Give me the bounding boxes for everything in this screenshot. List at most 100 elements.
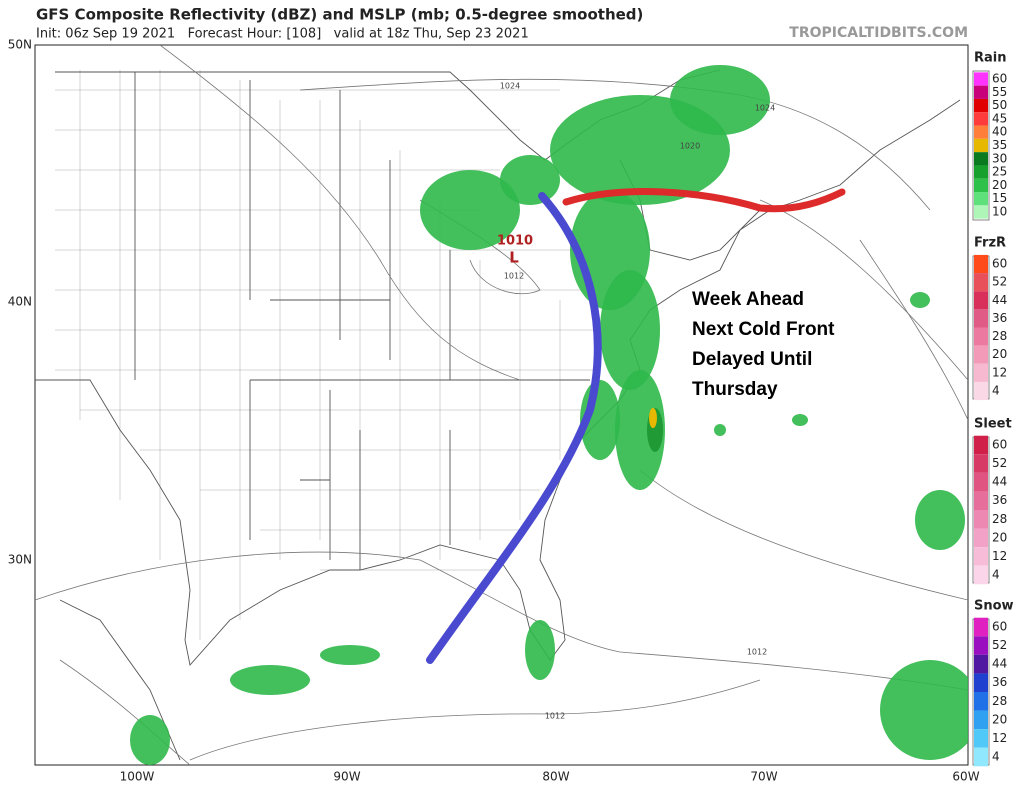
legend-label: 44	[992, 293, 1007, 307]
subtitle: Init: 06z Sep 19 2021 Forecast Hour: [10…	[36, 27, 529, 42]
legend-swatch	[974, 363, 988, 382]
legend-label: 12	[992, 549, 1007, 563]
legend-label: 28	[992, 329, 1007, 343]
low-pressure-marker: L	[509, 249, 519, 267]
legend-swatch	[974, 617, 988, 637]
isobar-label: 1012	[747, 648, 767, 657]
legend-label: 28	[992, 694, 1007, 708]
lon-label: 60W	[952, 770, 979, 784]
legend-label: 36	[992, 675, 1007, 689]
lon-label: 100W	[120, 770, 155, 784]
legend-title: Snow	[974, 599, 1014, 614]
county-lines	[55, 70, 600, 640]
legend-label: 20	[992, 530, 1007, 544]
lat-label: 50N	[8, 38, 32, 52]
legend-title: Rain	[974, 51, 1007, 66]
legend-label: 60	[992, 72, 1007, 86]
legend-label: 52	[992, 638, 1007, 652]
isobar-label: 1024	[755, 104, 775, 113]
legend-swatch	[974, 309, 988, 328]
legend-swatch	[974, 747, 988, 767]
legend-swatch	[974, 565, 988, 585]
legend-swatch	[974, 85, 988, 99]
legend-label: 60	[992, 620, 1007, 634]
legend-swatch	[974, 125, 988, 139]
legend-label: 44	[992, 657, 1007, 671]
isobar-label: 1012	[545, 712, 565, 721]
annotation: Delayed Until	[692, 349, 812, 370]
legend-label: 20	[992, 712, 1007, 726]
legend-label: 4	[992, 384, 1000, 398]
legend-swatch	[974, 138, 988, 153]
legend-swatch	[974, 98, 988, 113]
legend-swatch	[974, 710, 988, 730]
legend-label: 28	[992, 512, 1007, 526]
legend-label: 40	[992, 125, 1007, 139]
legend-swatch	[974, 491, 988, 510]
legend-label: 30	[992, 151, 1007, 165]
legend-swatch	[974, 381, 988, 401]
annotation: Thursday	[692, 379, 778, 400]
legend-swatch	[974, 547, 988, 566]
legend-label: 52	[992, 275, 1007, 289]
map-area: 1024 1020 1024 1010 L 1012 1012 1012 Wee…	[34, 44, 969, 766]
legend-label: 12	[992, 731, 1007, 745]
legend-swatch	[974, 472, 988, 492]
isobar-label: 1020	[680, 142, 700, 151]
legend-swatch	[974, 152, 988, 166]
legend-label: 52	[992, 456, 1007, 470]
isobar-label: 1024	[500, 82, 520, 91]
axis-labels: 50N 40N 30N 100W 90W 80W 70W 60W	[8, 38, 980, 784]
legend-label: 55	[992, 85, 1007, 99]
legend-swatch	[974, 192, 988, 206]
legends: Rain6055504540353025201510FrzR6052443628…	[972, 51, 1014, 767]
site-credit: TROPICALTIDBITS.COM	[789, 25, 968, 41]
annotation: Week Ahead	[692, 289, 804, 310]
reflectivity	[130, 65, 968, 765]
legend-label: 60	[992, 438, 1007, 452]
legend-label: 4	[992, 568, 1000, 582]
legend-label: 50	[992, 98, 1007, 112]
legend-swatch	[974, 454, 988, 473]
legend-swatch	[974, 654, 988, 674]
legend-label: 35	[992, 138, 1007, 152]
legend-swatch	[974, 435, 988, 455]
legend-swatch	[974, 673, 988, 692]
legend-label: 20	[992, 347, 1007, 361]
lat-label: 30N	[8, 553, 32, 567]
isobar-label: 1012	[504, 272, 524, 281]
legend-title: Sleet	[974, 417, 1012, 432]
low-pressure-value: 1010	[497, 234, 533, 249]
legend-swatch	[974, 165, 988, 179]
lat-label: 40N	[8, 295, 32, 309]
legend-label: 4	[992, 750, 1000, 764]
legend-label: 12	[992, 365, 1007, 379]
lon-label: 90W	[333, 770, 360, 784]
title: GFS Composite Reflectivity (dBZ) and MSL…	[36, 6, 643, 24]
legend-label: 10	[992, 205, 1007, 219]
legend-label: 45	[992, 111, 1007, 125]
legend-swatch	[974, 510, 988, 529]
legend-swatch	[974, 254, 988, 274]
legend-swatch	[974, 178, 988, 193]
legend-swatch	[974, 72, 988, 86]
legend-label: 25	[992, 165, 1007, 179]
lon-label: 80W	[542, 770, 569, 784]
legend-swatch	[974, 205, 988, 219]
legend-label: 20	[992, 178, 1007, 192]
legend-swatch	[974, 291, 988, 310]
cold-front	[426, 192, 602, 664]
legend-frame	[972, 70, 990, 221]
legend-swatch	[974, 729, 988, 748]
legend-swatch	[974, 345, 988, 364]
legend-label: 36	[992, 493, 1007, 507]
legend-swatch	[974, 528, 988, 548]
legend-swatch	[974, 692, 988, 711]
stationary-front	[562, 188, 846, 213]
legend-swatch	[974, 327, 988, 346]
legend-swatch	[974, 112, 988, 126]
annotation: Next Cold Front	[692, 319, 835, 340]
legend-label: 44	[992, 475, 1007, 489]
